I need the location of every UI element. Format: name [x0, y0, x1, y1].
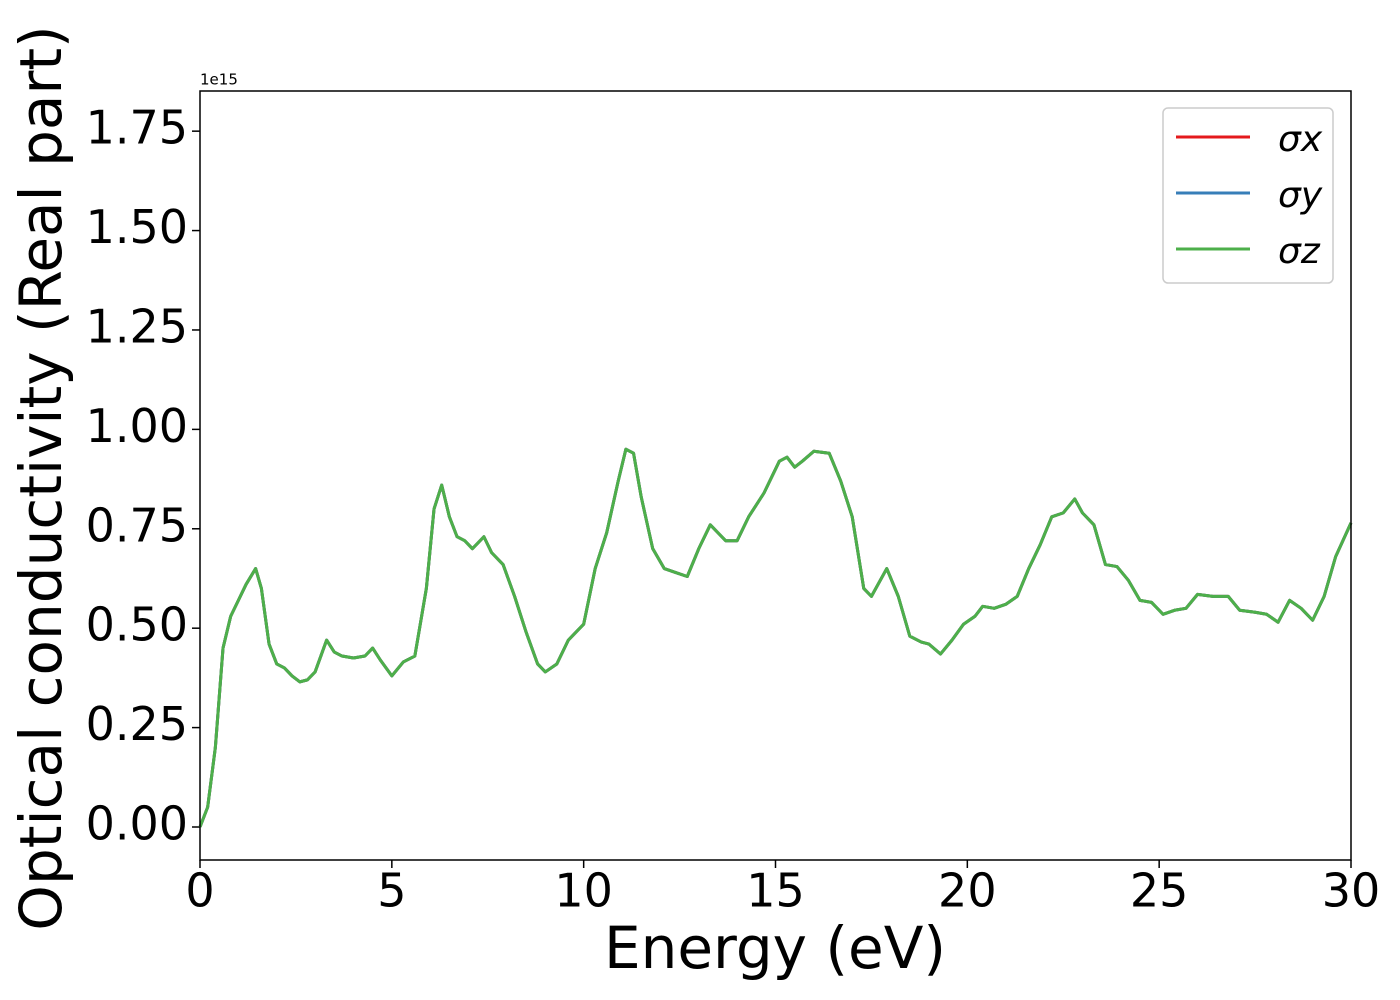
y-tick-label: 1.75: [86, 101, 188, 155]
legend-label: σy: [1278, 175, 1323, 216]
y-tick-label: 0.75: [86, 498, 188, 552]
y-offset-label: 1e15: [200, 71, 238, 89]
y-tick-label: 0.00: [86, 796, 188, 850]
legend-box: [1162, 107, 1334, 284]
legend-label: σx: [1278, 119, 1323, 160]
series-line: [198, 447, 1353, 828]
y-tick-label: 1.50: [86, 200, 188, 254]
x-tick-label: 20: [938, 864, 997, 918]
x-axis-label: Energy (eV): [604, 914, 946, 982]
y-tick-label: 0.25: [86, 697, 188, 751]
y-tick-label: 1.00: [86, 399, 188, 453]
x-tick-label: 15: [746, 864, 805, 918]
x-tick-label: 0: [185, 864, 214, 918]
y-axis-label: Optical conductivity (Real part): [7, 25, 75, 930]
x-tick-label: 5: [377, 864, 406, 918]
plot-frame: [199, 90, 1352, 861]
x-tick-label: 10: [554, 864, 613, 918]
y-tick-label: 0.50: [86, 598, 188, 652]
x-tick-label: 25: [1130, 864, 1189, 918]
y-tick-label: 1.25: [86, 299, 188, 353]
x-tick-label: 30: [1322, 864, 1381, 918]
legend-label: σz: [1278, 231, 1321, 272]
